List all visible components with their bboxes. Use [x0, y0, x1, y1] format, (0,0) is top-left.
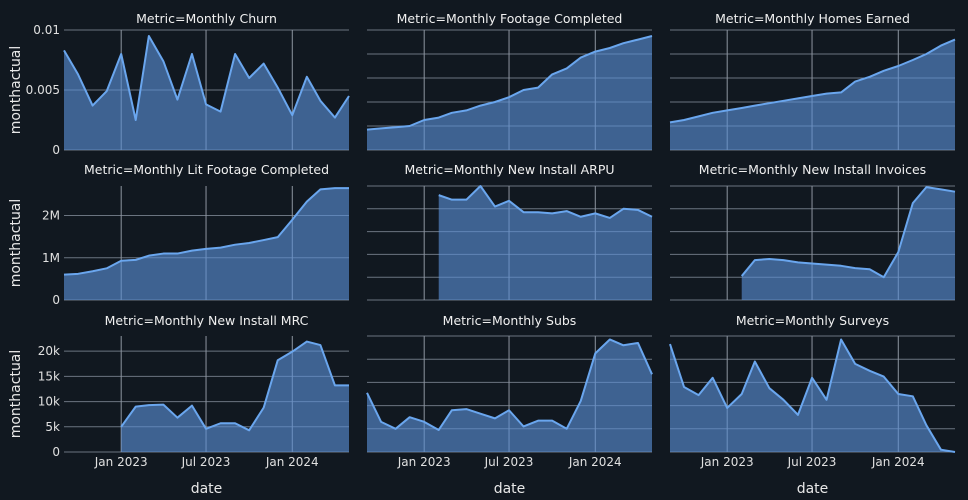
y-tick-label: 0 [52, 293, 60, 307]
series-line [669, 338, 956, 453]
x-axis-label: date [494, 481, 526, 497]
x-tick-label: Jul 2023 [484, 455, 534, 469]
x-tick-label: Jan 2023 [94, 455, 148, 469]
y-tick-label: 5k [45, 420, 60, 434]
y-axis-label: monthactual [8, 199, 24, 288]
x-tick-label: Jan 2024 [265, 455, 319, 469]
y-tick-label: 15k [38, 369, 60, 383]
x-tick-label: Jan 2024 [568, 455, 622, 469]
series-line [669, 38, 956, 124]
series-area [438, 186, 652, 300]
facet-title: Metric=Monthly Subs [443, 313, 577, 328]
y-tick-label: 10k [38, 395, 60, 409]
y-axis-label: monthactual [8, 350, 24, 439]
facet-title: Metric=Monthly Lit Footage Completed [84, 162, 329, 177]
series-area [64, 36, 349, 150]
facet-panel: Metric=Monthly Subs Jan 2023 Jul 2023 Jan 2… [366, 313, 653, 497]
series-area [367, 36, 652, 150]
facet-panel: 0 1M 2M Metric=Monthly Lit Footage Complete… [8, 162, 349, 307]
x-tick-label: Jan 2024 [871, 455, 925, 469]
facet-title: Metric=Monthly Churn [136, 11, 277, 26]
series-line [120, 340, 349, 432]
y-axis-label: monthactual [8, 46, 24, 135]
series-line [438, 185, 653, 219]
facet-title: Metric=Monthly New Install ARPU [404, 162, 614, 177]
facet-panel: Metric=Monthly New Install Invoices [670, 162, 956, 301]
y-tick-label: 0 [52, 445, 60, 459]
series-area [121, 341, 349, 452]
y-tick-label: 1M [42, 251, 60, 265]
series-area [367, 339, 652, 452]
series-area [741, 187, 955, 300]
facet-title: Metric=Monthly Footage Completed [397, 11, 623, 26]
x-tick-label: Jan 2023 [700, 455, 754, 469]
facet-panel: 0 0.005 0.01 Metric=Monthly Churn monthactua… [8, 11, 350, 157]
facet-panel: 0 5k 10k 15k 20k Metric=Monthly New Install M… [8, 313, 349, 497]
facet-panel: Metric=Monthly Footage Completed [366, 11, 653, 151]
series-line [63, 35, 350, 121]
x-tick-label: Jul 2023 [181, 455, 231, 469]
series-area [670, 339, 955, 452]
facet-panel: Metric=Monthly New Install ARPU [367, 162, 653, 301]
series-line [366, 35, 653, 131]
x-axis-label: date [797, 481, 829, 497]
facet-title: Metric=Monthly New Install Invoices [699, 162, 926, 177]
series-line [366, 338, 653, 431]
series-area [64, 188, 349, 300]
y-tick-label: 0 [52, 143, 60, 157]
y-tick-label: 2M [42, 209, 60, 223]
facet-title: Metric=Monthly New Install MRC [105, 313, 309, 328]
facet-panel: Metric=Monthly Homes Earned [669, 11, 956, 151]
y-tick-label: 0.01 [33, 23, 60, 37]
facet-title: Metric=Monthly Homes Earned [715, 11, 910, 26]
x-tick-label: Jul 2023 [787, 455, 837, 469]
y-tick-label: 20k [38, 344, 60, 358]
series-line [740, 186, 956, 279]
series-line [63, 187, 349, 276]
x-axis-label: date [191, 481, 223, 497]
facet-title: Metric=Monthly Surveys [736, 313, 889, 328]
y-tick-label: 0.005 [26, 83, 60, 97]
series-area [670, 39, 955, 150]
x-tick-label: Jan 2023 [397, 455, 451, 469]
facet-panel: Metric=Monthly Surveys Jan 2023 Jul 2023 Ja… [669, 313, 956, 497]
